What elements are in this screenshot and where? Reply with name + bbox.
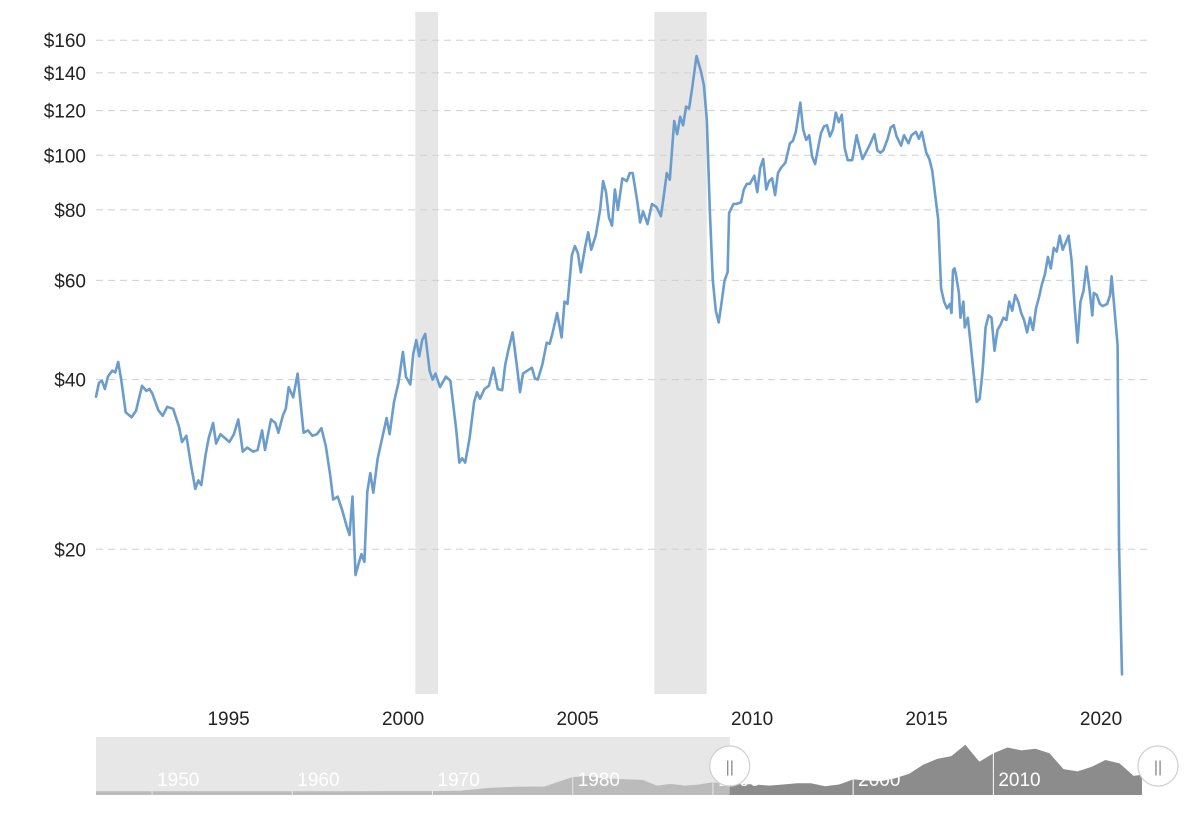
handle-knob[interactable]	[1137, 745, 1179, 787]
navigator-year-label: 2010	[998, 770, 1040, 791]
x-tick-label: 2010	[731, 709, 773, 730]
navigator-year-label: 2000	[858, 770, 900, 791]
x-axis-labels: 1995 2000 2005 2010 2015 2020	[207, 709, 1122, 730]
grip-icon: ||	[726, 759, 734, 776]
navigator-year-labels: 1950196019701980199020002010	[157, 770, 1041, 791]
navigator-unselected-mask[interactable]	[96, 737, 730, 795]
grip-icon: ||	[1154, 759, 1162, 776]
time-range-navigator[interactable]: 1950196019701980199020002010 ||||	[96, 737, 1179, 795]
navigator-year-label: 1960	[297, 770, 339, 791]
x-tick-label: 2005	[556, 709, 598, 730]
gridlines	[96, 39, 1152, 550]
recession-band-2	[654, 12, 707, 694]
x-tick-label: 1995	[207, 709, 249, 730]
navigator-handles[interactable]: || ||	[709, 745, 1179, 787]
navigator-area-series	[96, 744, 1142, 795]
price-series-line	[94, 54, 1124, 676]
recession-bands	[415, 12, 707, 694]
x-tick-label: 2020	[1080, 709, 1122, 730]
y-tick-label: $40	[54, 371, 86, 392]
x-tick-label: 2000	[382, 709, 424, 730]
y-tick-label: $20	[54, 540, 86, 561]
y-tick-label: $140	[44, 64, 86, 85]
y-tick-label: $100	[44, 146, 86, 167]
y-tick-label: $160	[44, 31, 86, 52]
navigator-year-label: 1950	[157, 770, 199, 791]
x-tick-label: 2015	[905, 709, 947, 730]
y-axis-labels: $20 $40 $60 $80 $100 $120 $140 $160	[44, 31, 86, 561]
y-tick-label: $60	[54, 271, 86, 292]
navigator-year-label: 1970	[438, 770, 480, 791]
navigator-left-handle[interactable]: ||	[709, 745, 751, 787]
handle-knob[interactable]	[709, 745, 751, 787]
navigator-year-label: 1980	[578, 770, 620, 791]
navigator-right-handle[interactable]: ||	[1137, 745, 1179, 787]
y-tick-label: $120	[44, 102, 86, 123]
y-tick-label: $80	[54, 201, 86, 222]
